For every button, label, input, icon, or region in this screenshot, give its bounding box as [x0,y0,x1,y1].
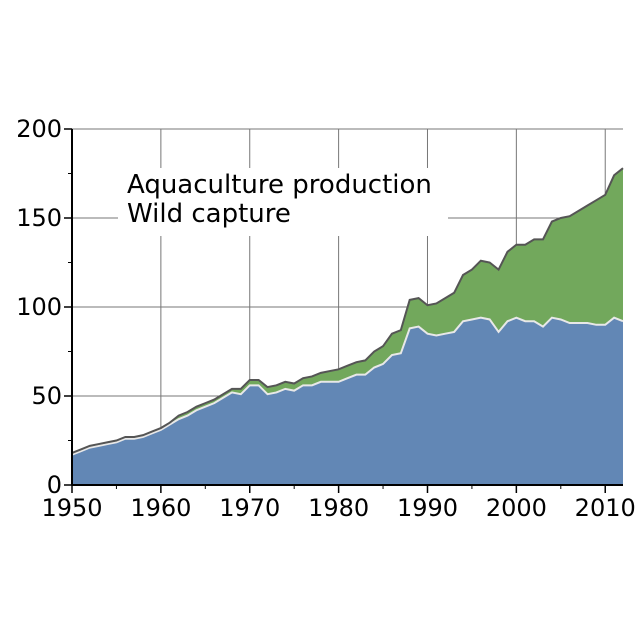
y-tick-label-150: 150 [16,204,62,232]
y-tick-label-200: 200 [16,115,62,143]
x-tick-label-1950: 1950 [41,494,102,522]
y-tick-label-100: 100 [16,293,62,321]
legend-box [118,168,448,236]
area-wild-capture [72,317,623,485]
line-total-production [71,167,624,454]
legend-entry-wild-capture: Wild capture [127,199,291,229]
y-tick-label-0: 0 [47,471,62,499]
x-tick-label-2010: 2010 [575,494,636,522]
x-tick-label-1980: 1980 [308,494,369,522]
y-tick-label-50: 50 [31,382,62,410]
stacked-areas [71,167,624,485]
legend: Aquaculture production Wild capture [118,168,448,236]
line-wild-capture [71,316,624,456]
axes [64,128,623,493]
x-tick-label-1970: 1970 [219,494,280,522]
legend-entry-aquaculture: Aquaculture production [127,170,432,200]
x-tick-label-1960: 1960 [130,494,191,522]
tick-labels: 0 50 100 150 200 1950 1960 1970 1980 1990 2000 2010 [16,115,636,522]
area-aquaculture-production [72,168,623,455]
x-tick-label-1990: 1990 [397,494,458,522]
x-tick-label-2000: 2000 [486,494,547,522]
